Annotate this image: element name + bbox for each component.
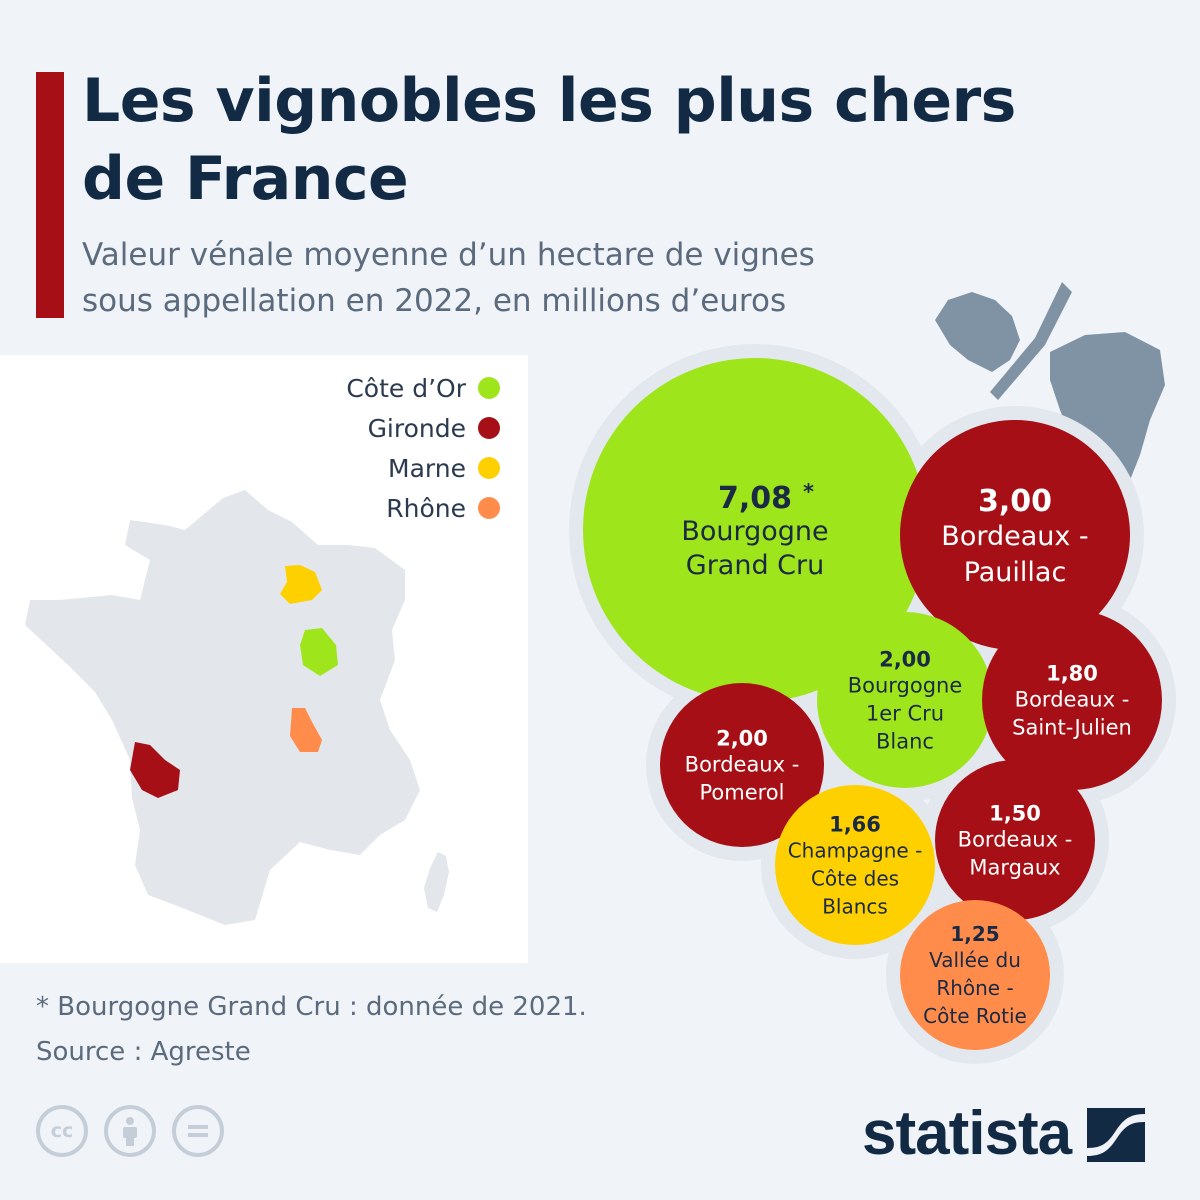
bubble-category-label: Bordeaux - — [685, 752, 800, 776]
legend-label: Rhône — [386, 493, 466, 523]
legend-dot-green — [478, 377, 500, 399]
legend-dot-orange — [478, 497, 500, 519]
title-line-2: de France — [82, 144, 409, 214]
legend-item-rhone: Rhône — [300, 488, 500, 528]
no-derivatives-icon[interactable] — [172, 1105, 224, 1157]
source-note: Source : Agreste — [36, 1037, 251, 1067]
brand-wordmark: statista — [862, 1099, 1072, 1168]
bubble-circle — [775, 785, 935, 945]
bubble-category-label: Vallée du — [929, 948, 1021, 972]
license-icons: cc — [36, 1105, 224, 1157]
bubble-value-label: 2,00 — [716, 726, 768, 750]
bubble-category-label: Rhône - — [936, 976, 1013, 1000]
bubble-value-label: 1,25 — [950, 922, 999, 946]
bubble-category-label: Côte des — [811, 866, 899, 890]
rhone-region — [290, 708, 322, 752]
bubble-category-label: Côte Rotie — [923, 1004, 1027, 1028]
legend-label: Côte d’Or — [346, 373, 466, 403]
bubble-category-label: Blanc — [876, 729, 934, 753]
bubble-category-label: 1er Cru — [866, 701, 944, 725]
bubble-category-label: Champagne - — [788, 838, 923, 862]
page-title: Les vignobles les plus chers de France — [82, 62, 1016, 218]
cote-dor-region — [300, 628, 338, 676]
bubble-circle — [935, 760, 1095, 920]
bubble-circle — [660, 683, 824, 847]
cc-icon[interactable]: cc — [36, 1105, 88, 1157]
bubble-category-label: Bordeaux - — [1015, 687, 1130, 711]
statista-logo[interactable]: statista — [862, 1098, 1146, 1169]
legend: Côte d’Or Gironde Marne Rhône — [300, 368, 500, 528]
legend-item-marne: Marne — [300, 448, 500, 488]
bubble-circle — [583, 358, 927, 702]
bubble-category-label: Grand Cru — [686, 550, 824, 581]
vine-stem — [990, 282, 1072, 400]
title-accent-bar — [36, 72, 64, 318]
footnote: * Bourgogne Grand Cru : donnée de 2021. — [36, 992, 587, 1022]
bubble-circle — [900, 420, 1130, 650]
legend-dot-red — [478, 417, 500, 439]
leaf-left — [935, 292, 1020, 372]
bubble-circle — [817, 612, 993, 788]
bubble-value-label: 2,00 — [879, 647, 931, 671]
legend-label: Marne — [388, 453, 466, 483]
bubble-category-label: Margaux — [969, 855, 1060, 879]
bubble-category-label: Saint-Julien — [1012, 715, 1132, 739]
bubble-category-label: Pauillac — [964, 557, 1067, 588]
bubble-category-label: Bordeaux - — [958, 827, 1073, 851]
legend-item-cote-dor: Côte d’Or — [300, 368, 500, 408]
bubble-value-label: 1,50 — [989, 801, 1041, 825]
attribution-icon[interactable] — [104, 1105, 156, 1157]
bubble-circle — [982, 610, 1162, 790]
subtitle-line-2: sous appellation en 2022, en millions d’… — [82, 283, 787, 319]
bubble-value-label: 1,80 — [1046, 661, 1098, 685]
legend-dot-yellow — [478, 457, 500, 479]
corsica-shape — [424, 852, 449, 912]
bubble-note-marker: * — [803, 480, 814, 504]
gironde-region — [130, 742, 180, 798]
bubble-value-label: 1,66 — [829, 812, 881, 836]
subtitle-line-1: Valeur vénale moyenne d’un hectare de vi… — [82, 237, 815, 273]
legend-label: Gironde — [367, 413, 466, 443]
bubble-category-label: Bourgogne — [848, 673, 963, 697]
legend-item-gironde: Gironde — [300, 408, 500, 448]
page-subtitle: Valeur vénale moyenne d’un hectare de vi… — [82, 232, 962, 324]
bubble-value-label: 7,08 — [718, 481, 792, 516]
title-line-1: Les vignobles les plus chers — [82, 66, 1016, 136]
bubble-circle — [900, 900, 1050, 1050]
bubble-category-label: Pomerol — [700, 780, 785, 804]
bubble-category-label: Bordeaux - — [941, 521, 1088, 552]
statista-logo-icon — [1087, 1105, 1146, 1162]
bubble-category-label: Bourgogne — [681, 516, 828, 547]
bubble-category-label: Blancs — [822, 894, 888, 918]
france-mainland-shape — [25, 490, 420, 925]
marne-region — [280, 565, 322, 604]
bubble-value-label: 3,00 — [978, 484, 1052, 519]
